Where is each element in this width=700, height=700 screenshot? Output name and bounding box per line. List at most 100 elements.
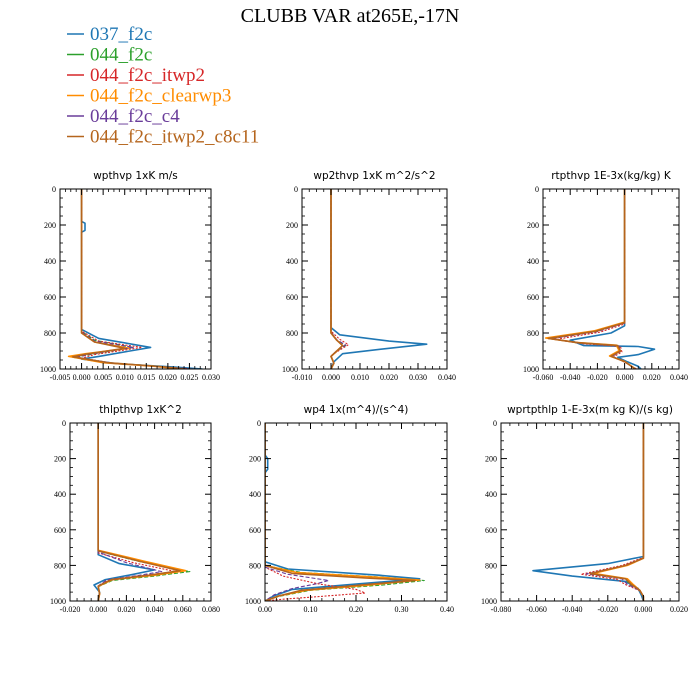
panel-3-title: thlpthvp 1xK^2 [99,404,182,416]
panel-5-ytick-2: 400 [485,490,497,499]
panel-5-series-3 [592,423,645,601]
panel-2-ytick-0: 0 [535,185,539,194]
panel-2-xtick-4: 0.020 [643,373,661,382]
panel-1-ytick-2: 400 [286,257,298,266]
panel-5-xtick-3: -0.020 [597,605,618,614]
panel-0-ytick-3: 600 [44,293,56,302]
panel-5: wprtpthlp 1-E-3x(m kg K)/(s kg) 0 200 400 60… [481,404,688,614]
panel-4-ytick-4: 800 [249,561,261,570]
panel-2-xtick-3: 0.000 [616,373,634,382]
panel-2-series-2 [556,189,638,369]
legend-label-4: 044_f2c_c4 [90,106,180,127]
panel-5-title: wprtpthlp 1-E-3x(m kg K)/(s kg) [507,404,673,416]
panel-5-xtick-0: -0.080 [491,605,512,614]
panel-0-xtick-4: 0.015 [137,373,155,382]
panel-3-xtick-3: 0.040 [146,605,164,614]
panel-2-ytick-3: 600 [527,293,539,302]
panel-1-ytick-0: 0 [294,185,298,194]
panel-3: thlpthvp 1xK^2 0 200 400 600 800 1000-0.020 0.0… [50,404,220,614]
panel-5-ytick-5: 1000 [481,597,497,606]
panel-2-ytick-1: 200 [527,221,539,230]
panel-5-ytick-1: 200 [485,455,497,464]
panel-0-series-5 [72,189,186,369]
panel-0-title: wpthvp 1xK m/s [93,170,178,182]
panel-1-xtick-1: 0.000 [322,373,340,382]
panel-2-xtick-2: -0.020 [587,373,608,382]
panel-2-ytick-2: 400 [527,257,539,266]
panel-3-series-3 [97,423,187,601]
panel-1-frame [301,188,448,370]
panel-4-xtick-2: 0.20 [349,605,363,614]
panel-3-xtick-1: 0.000 [89,605,107,614]
panel-4-xtick-4: 0.40 [440,605,454,614]
panel-2-xtick-1: -0.040 [560,373,581,382]
panel-2-series-5 [547,189,636,369]
panel-1-series-2 [330,189,349,369]
panel-3-xtick-4: 0.060 [174,605,192,614]
panel-3-ytick-3: 600 [54,526,66,535]
panel-0-xtick-5: 0.020 [159,373,177,382]
panel-0-xtick-3: 0.010 [116,373,134,382]
legend-label-3: 044_f2c_clearwp3 [90,86,231,107]
panel-3-frame [69,422,212,602]
panel-3-ytick-2: 400 [54,490,66,499]
panel-1-xtick-0: -0.010 [292,373,313,382]
panel-0-ytick-4: 800 [44,329,56,338]
panel-0-frame [59,188,212,370]
panel-1-xtick-3: 0.020 [380,373,398,382]
panel-3-ytick-4: 800 [54,561,66,570]
panel-2-ytick-4: 800 [527,329,539,338]
panel-5-series-0 [532,423,645,601]
panel-1-xtick-2: 0.010 [351,373,369,382]
legend-label-0: 037_f2c [90,24,152,45]
panel-4-title: wp4 1x(m^4)/(s^4) [304,404,409,416]
panel-4-series-4 [265,423,330,601]
panel-5-xtick-5: 0.020 [670,605,688,614]
panel-3-xtick-0: -0.020 [60,605,81,614]
panel-3-series-5 [97,423,181,601]
panel-0-ytick-1: 200 [44,221,56,230]
panel-5-ytick-0: 0 [493,419,497,428]
panel-2-xtick-5: 0.040 [670,373,688,382]
legend-label-2: 044_f2c_itwp2 [90,65,205,86]
panel-4-ytick-1: 200 [249,455,261,464]
panel-1-title: wp2thvp 1xK m^2/s^2 [313,170,435,182]
panel-5-series-2 [580,423,644,601]
panel-2-series-3 [544,189,636,369]
panel-4-ytick-0: 0 [257,419,261,428]
panel-1-ytick-3: 600 [286,293,298,302]
panel-1: wp2thvp 1xK m^2/s^2 0 200 400 600 800 1000-0.0… [282,170,456,382]
panel-5-series-5 [589,423,645,601]
panel-4-ytick-5: 1000 [245,597,261,606]
panel-0-xtick-7: 0.030 [202,373,220,382]
panel-5-ytick-3: 600 [485,526,497,535]
panel-0-series-1 [72,189,186,369]
legend-label-1: 044_f2c [90,45,152,66]
panel-0-ytick-5: 1000 [40,365,56,374]
panel-2-ytick-5: 1000 [523,365,539,374]
panel-5-xtick-4: 0.000 [634,605,652,614]
panel-0-xtick-6: 0.025 [180,373,198,382]
panel-2: rtpthvp 1E-3x(kg/kg) K02004006008001000-… [523,170,688,382]
panel-2-xtick-0: -0.060 [533,373,554,382]
panel-4-xtick-0: 0.00 [258,605,272,614]
panel-0-ytick-2: 400 [44,257,56,266]
panel-1-ytick-5: 1000 [282,365,298,374]
figure-title: CLUBB VAR at265E,-17N [241,5,460,27]
panel-3-xtick-2: 0.020 [117,605,135,614]
panel-3-series-0 [93,423,156,601]
panel-5-xtick-2: -0.040 [562,605,583,614]
panel-3-xtick-5: 0.080 [202,605,220,614]
panel-2-title: rtpthvp 1E-3x(kg/kg) K [551,170,672,182]
legend-label-5: 044_f2c_itwp2_c8c11 [90,127,259,148]
panel-0-ytick-0: 0 [52,185,56,194]
panel-5-xtick-1: -0.060 [526,605,547,614]
panel-1-ytick-1: 200 [286,221,298,230]
panel-0-xtick-1: 0.000 [73,373,91,382]
panel-1-series-5 [330,189,344,369]
panel-4-ytick-2: 400 [249,490,261,499]
